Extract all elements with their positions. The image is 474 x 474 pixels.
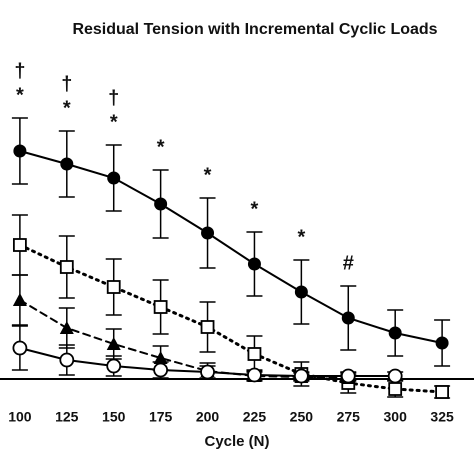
annotation: * xyxy=(16,84,24,106)
marker xyxy=(153,300,168,314)
annotation: # xyxy=(343,252,354,274)
marker xyxy=(435,385,449,399)
marker xyxy=(106,337,121,350)
annotation: † xyxy=(108,87,119,109)
x-tick-label: 325 xyxy=(430,409,454,425)
x-tick-label: 175 xyxy=(149,409,173,425)
marker xyxy=(60,157,74,171)
marker xyxy=(153,362,169,378)
marker xyxy=(200,364,215,380)
x-tick-label: 225 xyxy=(243,409,267,425)
marker xyxy=(293,368,309,384)
marker xyxy=(247,347,262,361)
marker xyxy=(106,358,122,374)
marker xyxy=(12,340,28,356)
marker xyxy=(340,368,356,384)
x-tick-label: 200 xyxy=(196,409,220,425)
marker xyxy=(59,352,75,368)
series-line xyxy=(18,150,444,344)
x-tick-label: 125 xyxy=(55,409,79,425)
marker xyxy=(200,320,215,334)
annotation: * xyxy=(251,198,259,220)
marker xyxy=(13,144,27,158)
annotation: † xyxy=(61,73,72,95)
marker xyxy=(387,368,403,384)
marker xyxy=(388,326,402,340)
marker xyxy=(59,321,74,334)
marker xyxy=(59,260,74,274)
marker xyxy=(154,197,168,211)
x-tick-label: 250 xyxy=(290,409,314,425)
marker xyxy=(106,280,121,294)
x-tick-label: 100 xyxy=(8,409,32,425)
marker xyxy=(435,336,449,350)
annotation: † xyxy=(14,60,25,82)
marker xyxy=(153,351,168,364)
annotation: * xyxy=(157,136,165,158)
x-tick-label: 275 xyxy=(337,409,361,425)
annotation: * xyxy=(63,97,71,119)
chart-title: Residual Tension with Incremental Cyclic… xyxy=(72,21,437,38)
marker xyxy=(294,285,308,299)
marker xyxy=(107,171,121,185)
marker xyxy=(341,311,355,325)
marker xyxy=(388,382,403,396)
annotation: * xyxy=(110,111,118,133)
series-line xyxy=(18,243,444,394)
marker xyxy=(201,226,215,240)
marker xyxy=(247,257,261,271)
x-tick-label: 300 xyxy=(384,409,408,425)
x-axis-label: Cycle (N) xyxy=(204,433,269,450)
annotation: * xyxy=(204,164,212,186)
marker xyxy=(12,293,27,306)
annotation: * xyxy=(297,226,305,248)
marker xyxy=(247,367,262,383)
x-tick-label: 150 xyxy=(102,409,126,425)
marker xyxy=(12,238,27,252)
